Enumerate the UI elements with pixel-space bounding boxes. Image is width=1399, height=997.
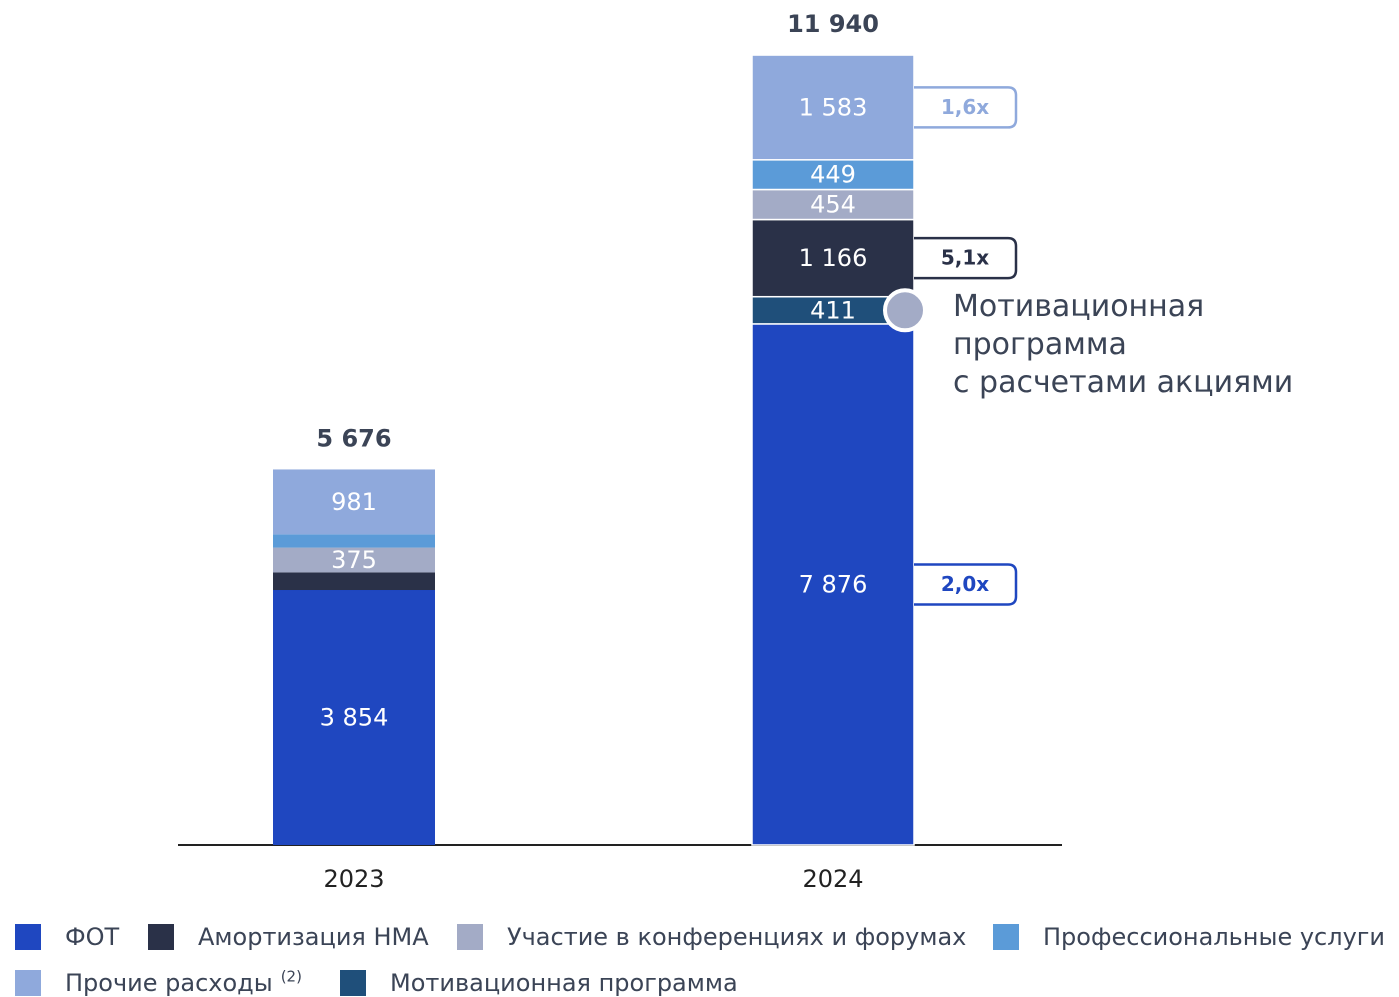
bar-segment xyxy=(751,188,915,221)
bar-segment xyxy=(751,218,915,298)
growth-label: 2,0x xyxy=(941,572,989,596)
legend-swatch xyxy=(340,970,366,996)
bar-segment xyxy=(273,547,435,573)
value-label: 3 854 xyxy=(320,704,389,732)
value-label: 375 xyxy=(331,546,377,574)
growth-label: 5,1x xyxy=(941,246,989,270)
legend-swatch xyxy=(457,924,483,950)
value-label: 449 xyxy=(810,161,856,189)
growth-box xyxy=(914,563,1018,606)
annotation-text: программа xyxy=(953,327,1127,362)
bar-segment xyxy=(751,159,915,191)
value-label: 411 xyxy=(810,296,856,324)
legend-swatch xyxy=(15,970,41,996)
total-label: 5 676 xyxy=(316,424,391,452)
annotation-text: с расчетами акциями xyxy=(953,365,1293,400)
bar-segment xyxy=(751,54,915,161)
value-label: 981 xyxy=(331,488,377,516)
value-label: 1 583 xyxy=(799,93,868,121)
x-tick-label: 2023 xyxy=(323,865,384,893)
bar-segment xyxy=(273,534,435,548)
value-label: 7 876 xyxy=(799,570,868,598)
annotation-text: Мотивационная xyxy=(953,289,1204,324)
growth-box xyxy=(914,236,1018,280)
value-label: 454 xyxy=(810,191,856,219)
legend-label: ФОТ xyxy=(65,923,120,951)
legend-swatch xyxy=(148,924,174,950)
legend-label: Прочие расходы xyxy=(65,969,273,997)
growth-label: 1,6x xyxy=(941,95,989,119)
legend-note: (2) xyxy=(281,968,302,986)
legend-swatch xyxy=(993,924,1019,950)
bar-segment xyxy=(273,469,435,535)
annotation-dot xyxy=(883,288,927,333)
legend-label: Амортизация НМА xyxy=(198,923,429,951)
x-tick-label: 2024 xyxy=(802,865,863,893)
bar-segment xyxy=(273,572,435,591)
legend-swatch xyxy=(15,924,41,950)
total-label: 11 940 xyxy=(787,10,879,38)
growth-box xyxy=(914,86,1018,129)
legend-label: Участие в конференциях и форумах xyxy=(507,923,966,951)
legend-label: Мотивационная программа xyxy=(390,969,738,997)
value-label: 1 166 xyxy=(799,244,868,272)
bar-segment xyxy=(273,590,435,845)
legend-label: Профессиональные услуги xyxy=(1043,923,1385,951)
